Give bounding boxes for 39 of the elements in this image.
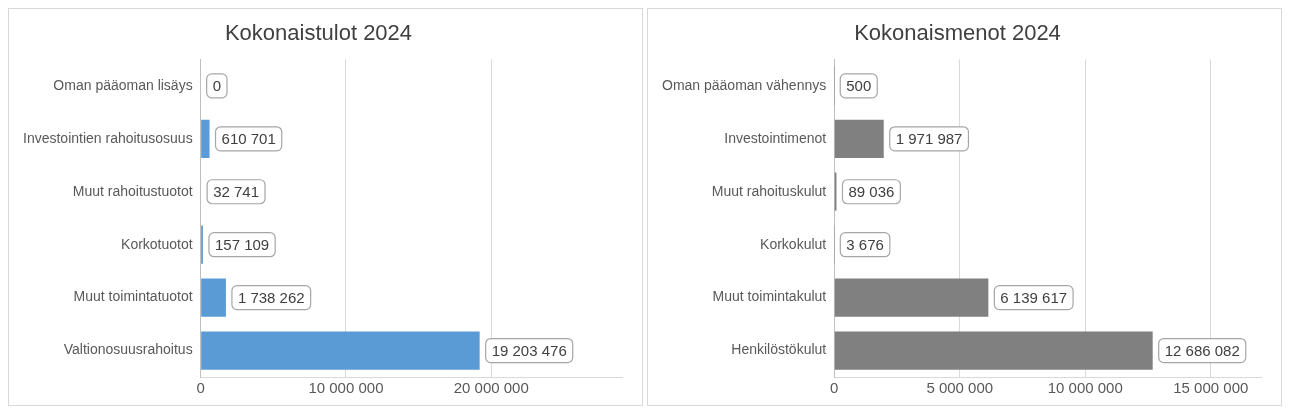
chart-title: Kokonaismenot 2024	[854, 20, 1061, 46]
y-tick-label: Oman pääoman lisäys	[53, 76, 193, 93]
data-label: 500	[846, 77, 872, 95]
bar	[201, 278, 226, 317]
data-label: 3 676	[846, 235, 884, 253]
bar	[834, 331, 1153, 370]
data-label: 6 139 617	[1000, 288, 1068, 306]
y-tick-label: Muut toimintakulut	[712, 288, 827, 305]
y-tick-label: Investointien rahoitusosuus	[22, 129, 193, 146]
data-label: 157 109	[214, 235, 270, 253]
x-tick-label: 20 000 000	[453, 379, 529, 397]
bar	[201, 119, 210, 158]
x-tick-label: 0	[196, 379, 205, 397]
chart-title: Kokonaistulot 2024	[224, 20, 413, 46]
x-tick-label: 15 000 000	[1173, 379, 1249, 397]
data-label: 0	[212, 77, 221, 95]
y-tick-label: Korkotuotot	[121, 235, 193, 252]
bar	[201, 331, 480, 370]
data-label: 32 741	[213, 182, 260, 200]
y-tick-label: Henkilöstökulut	[731, 341, 827, 358]
x-tick-label: 10 000 000	[308, 379, 384, 397]
bar	[834, 278, 989, 317]
y-tick-label: Korkokulut	[760, 235, 827, 252]
x-tick-label: 0	[830, 379, 839, 397]
data-label: 610 701	[221, 129, 276, 147]
y-tick-label: Investointimenot	[724, 129, 827, 146]
data-label: 1 738 262	[237, 288, 305, 306]
y-tick-label: Valtionosuusrahoitus	[63, 341, 193, 358]
data-label: 1 971 987	[895, 129, 963, 147]
y-tick-label: Oman pääoman vähennys	[661, 76, 827, 93]
y-tick-label: Muut rahoitustuotot	[72, 182, 193, 199]
y-tick-label: Muut rahoituskulut	[711, 182, 827, 199]
data-label: 89 036	[848, 182, 895, 200]
x-tick-label: 10 000 000	[1047, 379, 1123, 397]
x-tick-label: 5 000 000	[926, 379, 994, 397]
y-tick-label: Muut toimintatuotot	[73, 288, 193, 305]
data-label: 19 203 476	[491, 341, 567, 359]
data-label: 12 686 082	[1164, 341, 1240, 359]
bar	[834, 119, 884, 158]
